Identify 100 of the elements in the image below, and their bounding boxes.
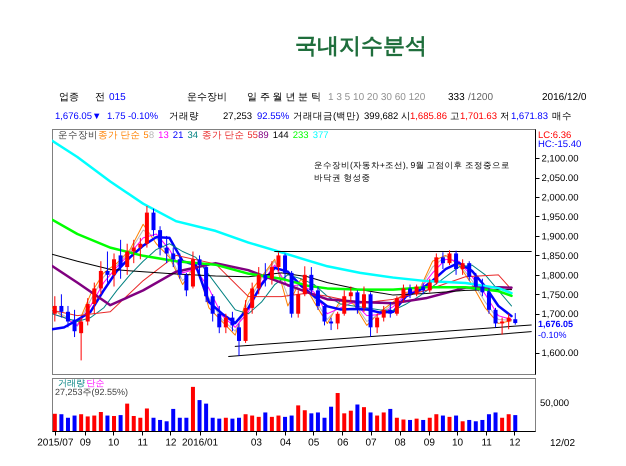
candlestick — [513, 312, 518, 326]
bar — [276, 416, 280, 431]
candlestick — [460, 258, 465, 276]
text: -0.10% — [128, 111, 159, 122]
candlestick — [336, 311, 340, 330]
candlestick — [494, 307, 498, 328]
candlestick — [283, 252, 288, 280]
candlestick — [355, 290, 360, 314]
candlestick — [348, 286, 353, 303]
bar — [237, 418, 241, 431]
text: 27,253 — [223, 111, 252, 122]
text: 50,000 — [540, 398, 570, 409]
bar — [59, 414, 64, 431]
annotation: 운수장비(자동차+조선), 9월 고점이후 조정중으로 바닥권 형성중 — [314, 160, 510, 182]
x-tick-label: 12 — [509, 438, 521, 448]
bar — [500, 418, 504, 431]
text: 1.75 — [107, 111, 126, 122]
candlestick — [401, 284, 406, 303]
text: 92.55% — [257, 111, 290, 122]
candlestick — [118, 239, 123, 280]
bar — [414, 418, 419, 431]
text: 일 주 월 년 분 틱 — [247, 92, 321, 103]
candlestick — [309, 266, 314, 295]
bar — [506, 414, 511, 431]
bar — [421, 420, 426, 431]
x-tick-label: 08 — [394, 438, 406, 448]
bar — [460, 421, 465, 431]
bar — [66, 418, 70, 431]
bar — [290, 416, 294, 431]
candlestick — [302, 266, 307, 297]
bar — [408, 420, 412, 431]
bar — [440, 416, 445, 431]
bar — [190, 386, 195, 431]
text: 1 3 5 10 20 30 60 120 — [328, 92, 426, 103]
bar — [342, 413, 346, 431]
line-series — [52, 139, 513, 294]
y-tick-label: 1,900.00 — [542, 231, 578, 242]
bar — [224, 418, 228, 431]
bar — [256, 416, 261, 431]
text: 13 — [158, 130, 169, 141]
text: /1200 — [468, 92, 494, 103]
line-series — [52, 254, 512, 296]
y-tick-label: 1,700.00 — [542, 309, 578, 320]
bar — [138, 418, 142, 431]
bar — [322, 418, 327, 431]
text: 21 — [172, 130, 184, 141]
bar — [230, 418, 234, 431]
bar — [92, 416, 96, 431]
candlestick — [394, 296, 399, 316]
bar — [302, 410, 307, 431]
bar — [210, 418, 215, 431]
text: 8 — [148, 130, 154, 141]
candlestick — [408, 284, 412, 299]
bar — [112, 416, 116, 431]
text: LC:6.36 — [538, 130, 572, 141]
x-tick-label: 07 — [365, 438, 378, 448]
candlestick — [263, 262, 268, 287]
candlestick — [132, 239, 136, 264]
candlestick — [270, 260, 274, 286]
candlestick — [486, 288, 491, 314]
candlestick — [79, 317, 84, 361]
bar — [79, 414, 84, 431]
bar — [348, 410, 353, 431]
candlestick — [112, 252, 116, 287]
bar — [98, 412, 103, 431]
bar — [72, 416, 77, 431]
bar — [283, 416, 288, 431]
text: 거래대금(백만) — [293, 111, 360, 122]
bar — [244, 414, 248, 431]
text: 1,685.86 — [410, 111, 447, 122]
text: 333 — [448, 92, 466, 103]
candlestick — [474, 272, 478, 291]
text: 144 — [272, 130, 289, 141]
candlestick — [171, 247, 176, 268]
text: 고 — [450, 111, 460, 122]
annotation: 27,253주(92.55%) — [55, 387, 128, 397]
candlestick — [428, 278, 432, 293]
candlestick — [210, 294, 215, 322]
bar — [362, 407, 366, 431]
candlestick — [98, 260, 103, 295]
bar — [132, 416, 136, 431]
x-tick-label: 03 — [250, 438, 262, 448]
text: 종가 단순 5 — [98, 130, 149, 141]
text: 399,682 — [364, 111, 398, 122]
bar — [151, 418, 156, 431]
bar — [184, 418, 188, 431]
text: 저 — [500, 111, 510, 122]
text: 015 — [109, 92, 126, 103]
y-tick-label: 1,800.00 — [542, 270, 578, 282]
candlestick — [500, 317, 504, 336]
candlestick — [447, 250, 452, 266]
bar — [401, 420, 406, 431]
text: HC:-15.40 — [538, 139, 582, 150]
x-tick-label: 10 — [452, 438, 464, 448]
text: -0.10% — [538, 330, 567, 340]
chart-title: 국내지수분석 — [295, 33, 427, 58]
y-tick-label: 2,000.00 — [542, 192, 578, 204]
bar — [198, 400, 202, 431]
text: 1,701.63 — [460, 111, 497, 122]
x-tick-label: 11 — [138, 438, 148, 448]
